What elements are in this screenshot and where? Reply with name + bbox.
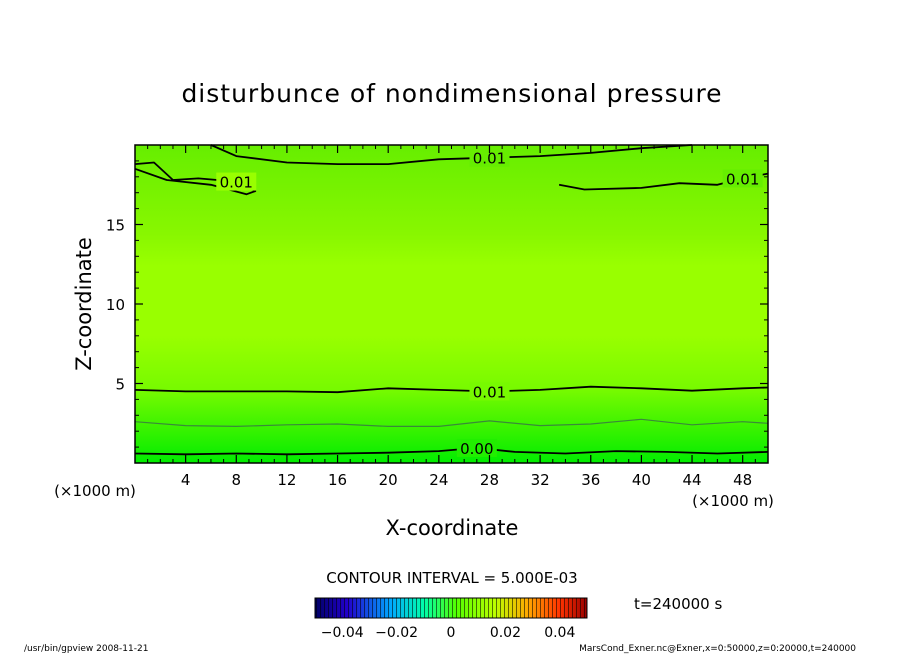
contour-line-1 <box>134 418 769 427</box>
time-label: t=240000 s <box>634 595 722 613</box>
colorbar-tick-label-4: 0.04 <box>544 625 575 641</box>
x-tick-label-9: 40 <box>632 471 651 489</box>
plot-field <box>135 145 768 463</box>
x-tick-label-2: 12 <box>277 471 296 489</box>
contour-line-4 <box>210 144 693 165</box>
contour-label-bg-4 <box>469 148 510 167</box>
y-tick-label-1: 10 <box>106 296 125 314</box>
x-tick-label-10: 44 <box>682 471 701 489</box>
x-tick-label-4: 20 <box>379 471 398 489</box>
footer-left: /usr/bin/gpview 2008-11-21 <box>24 644 148 654</box>
x-tick-label-11: 48 <box>733 471 752 489</box>
contour-label-0: 0.00 <box>460 440 493 458</box>
contour-line-2 <box>134 385 769 394</box>
colorbar-tick-label-1: −0.02 <box>375 625 418 641</box>
y-tick-label-0: 5 <box>115 376 125 394</box>
x-tick-label-7: 32 <box>531 471 550 489</box>
x-tick-label-8: 36 <box>581 471 600 489</box>
y-axis-label: Z-coordinate <box>72 237 96 371</box>
footer-right: MarsCond_Exner.nc@Exner,x=0:50000,z=0:20… <box>579 644 856 654</box>
contour-label-4: 0.01 <box>473 150 506 168</box>
contour-label-bg-5 <box>722 169 763 188</box>
x-tick-label-1: 8 <box>232 471 242 489</box>
colorbar-ticks: −0.04 −0.02 0 0.02 0.04 <box>321 625 576 641</box>
colorbar-tick-label-3: 0.02 <box>490 625 521 641</box>
contour-label-5: 0.01 <box>726 170 759 188</box>
x-tick-label-3: 16 <box>328 471 347 489</box>
contour-label-2: 0.01 <box>473 383 506 401</box>
x-tick-label-5: 24 <box>429 471 448 489</box>
chart-title: disturbunce of nondimensional pressure <box>181 79 722 108</box>
x-unit-label: (×1000 m) <box>692 492 774 510</box>
contour-label-3: 0.01 <box>220 174 253 192</box>
contour-label-bg-0 <box>456 438 497 457</box>
contour-interval-label: CONTOUR INTERVAL = 5.000E-03 <box>326 569 577 587</box>
colorbar <box>314 597 588 619</box>
x-tick-label-6: 28 <box>480 471 499 489</box>
x-tick-label-0: 4 <box>181 471 191 489</box>
y-axis-ticks: 5 10 15 <box>106 160 768 448</box>
colorbar-tick-label-2: 0 <box>447 625 456 641</box>
y-unit-label: (×1000 m) <box>54 482 136 500</box>
x-axis-ticks: 4 8 12 16 20 24 28 32 36 40 44 48 <box>147 145 756 489</box>
contour-lines: 0.00 0.01 0.01 0.01 0.01 <box>134 144 769 458</box>
y-tick-label-2: 15 <box>106 217 125 235</box>
colorbar-tick-label-0: −0.04 <box>321 625 364 641</box>
contour-label-bg-2 <box>469 382 510 401</box>
x-axis-label: X-coordinate <box>386 516 519 540</box>
contour-label-bg-3 <box>216 172 257 191</box>
